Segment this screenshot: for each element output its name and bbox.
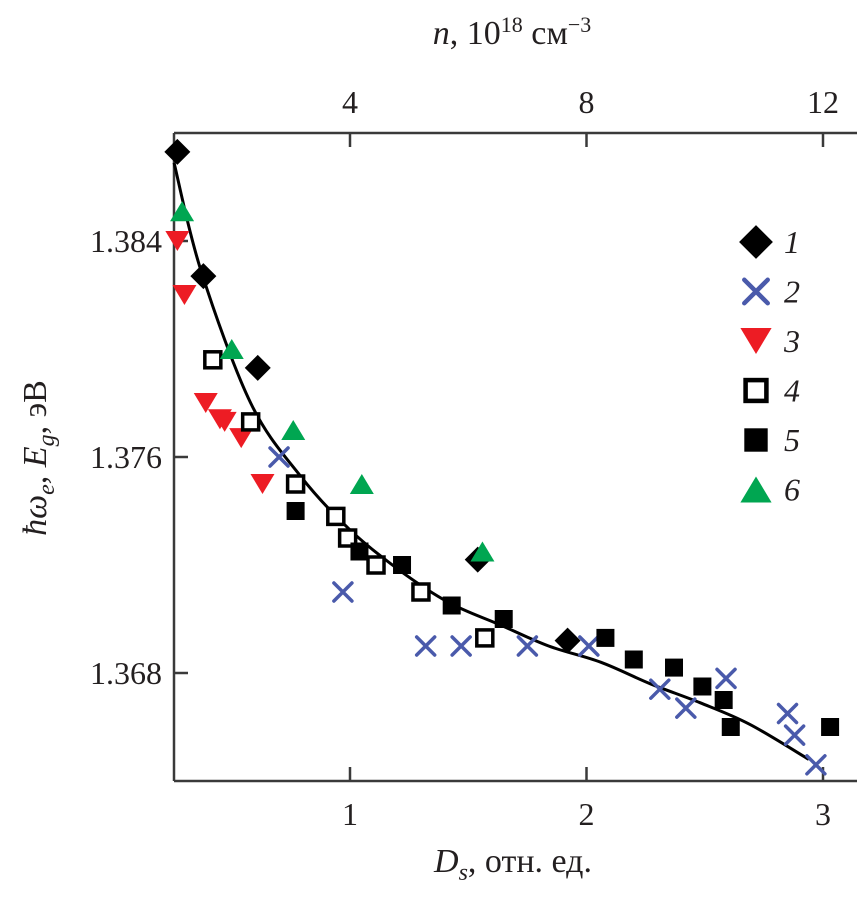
data-point-series-4 (337, 528, 358, 548)
legend-item-2: 2 (742, 274, 800, 310)
data-point-series-3 (172, 285, 197, 305)
data-point-series-4 (240, 412, 261, 432)
top-x-tick-label: 12 (807, 84, 839, 120)
data-point-series-2 (675, 697, 697, 719)
data-point-series-2 (332, 581, 354, 603)
y-tick-label: 1.368 (90, 655, 162, 691)
y-axis-title: ħωe, Eg, эВ (17, 380, 60, 536)
data-point-series-6 (219, 339, 244, 359)
data-point-series-4 (203, 350, 223, 370)
top-x-tick-label: 8 (579, 84, 595, 120)
legend-label: 2 (784, 274, 800, 310)
fit-curve (172, 162, 810, 761)
legend-label: 6 (784, 472, 800, 508)
data-point-series-5 (494, 610, 513, 628)
data-point-series-5 (350, 542, 369, 561)
data-point-series-2 (805, 754, 827, 776)
y-tick-label: 1.376 (90, 439, 162, 475)
series-5 (286, 502, 840, 736)
legend-label: 3 (783, 323, 800, 359)
data-point-series-6 (281, 420, 306, 440)
data-point-series-2 (715, 667, 737, 690)
legend-marker-filled-square (744, 428, 768, 452)
data-point-series-1 (554, 627, 581, 654)
legend-item-3: 3 (740, 323, 800, 359)
data-point-series-6 (470, 541, 495, 562)
data-point-series-2 (783, 724, 806, 746)
top-x-tick-label: 4 (342, 84, 358, 120)
legend-item-4: 4 (743, 373, 800, 409)
data-point-series-4 (285, 474, 306, 494)
points-layer (164, 138, 840, 776)
data-point-series-4 (326, 506, 346, 527)
x-tick-label: 3 (815, 796, 831, 832)
legend-item-5: 5 (744, 422, 800, 458)
legend-label: 4 (784, 373, 800, 409)
data-point-series-4 (366, 555, 386, 575)
data-point-series-1 (244, 354, 271, 381)
data-point-series-2 (450, 635, 472, 657)
data-point-series-2 (268, 446, 290, 468)
data-point-series-3 (193, 393, 218, 413)
data-point-series-5 (442, 596, 461, 615)
series-4 (203, 350, 495, 648)
data-point-series-5 (596, 628, 615, 647)
data-point-series-2 (578, 635, 600, 657)
data-point-series-5 (624, 650, 643, 669)
top-x-axis-title: n, 1018 см−3 (433, 12, 592, 52)
data-point-series-5 (286, 502, 305, 520)
data-point-series-2 (414, 635, 437, 657)
legend-marker-open-square (743, 377, 769, 404)
data-point-series-3 (212, 411, 237, 432)
legend-item-1: 1 (739, 224, 800, 260)
y-tick-label: 1.384 (90, 223, 162, 259)
legend-marker-triangle-up (740, 476, 772, 503)
data-point-series-5 (665, 658, 684, 677)
data-point-series-1 (164, 138, 191, 165)
legend-marker-triangle-down (740, 328, 772, 354)
data-point-series-6 (170, 201, 195, 222)
x-tick-label: 1 (342, 796, 358, 832)
legend-marker-diamond (739, 225, 773, 259)
data-point-series-5 (821, 718, 840, 736)
data-point-series-2 (776, 702, 799, 725)
data-point-series-3 (165, 231, 190, 251)
legend-label: 5 (784, 422, 800, 458)
data-point-series-5 (393, 556, 412, 574)
fit-curve-layer (172, 162, 810, 761)
data-point-series-6 (349, 474, 374, 494)
series-2 (268, 446, 827, 776)
data-point-series-5 (714, 691, 733, 709)
legend-label: 1 (784, 224, 800, 260)
series-6 (170, 201, 495, 562)
data-point-series-3 (229, 428, 254, 449)
legend: 1 2 3 4 5 6 (739, 224, 800, 508)
x-axis-title: Ds, отн. ед. (433, 843, 592, 886)
data-point-series-5 (721, 718, 740, 736)
data-point-series-5 (693, 677, 712, 696)
legend-marker-x (742, 277, 770, 306)
legend-item-6: 6 (740, 472, 800, 508)
series-1 (164, 138, 581, 654)
data-point-series-3 (250, 474, 275, 494)
data-point-series-2 (516, 635, 539, 657)
data-point-series-2 (649, 678, 671, 700)
series-3 (165, 231, 275, 494)
x-tick-label: 2 (579, 796, 595, 832)
data-point-series-4 (411, 582, 431, 602)
data-point-series-1 (190, 263, 217, 290)
data-point-series-4 (475, 628, 495, 648)
